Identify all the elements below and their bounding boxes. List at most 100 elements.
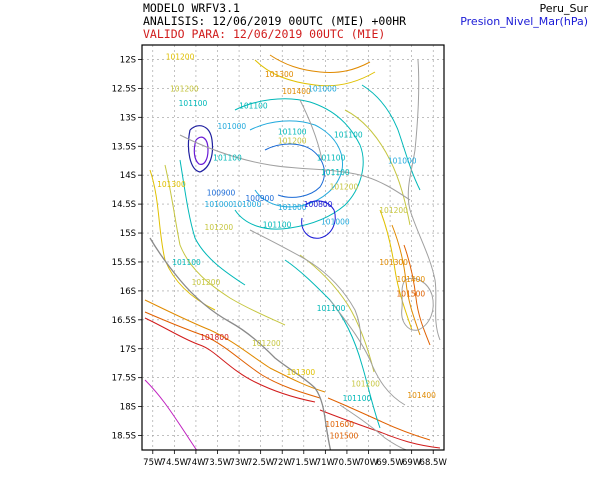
border-peru-bolivia: [407, 59, 441, 341]
department-border-3: [299, 99, 323, 161]
isobar-south-1011: [284, 259, 381, 429]
contour-label: 101100: [343, 394, 372, 403]
contour-label: 101200: [330, 183, 359, 192]
coastline: [149, 237, 332, 450]
isobar-1009-central: [264, 143, 325, 198]
contour-label: 101200: [278, 136, 307, 145]
contour-label: 100900: [246, 194, 275, 203]
contour-label: 101100: [179, 99, 208, 108]
isobar-coast-1015: [327, 397, 431, 441]
department-border-2: [249, 229, 362, 351]
contour-label: 101200: [170, 84, 199, 93]
lat-tick-label: 18S: [120, 403, 136, 413]
isobar-1013-west: [149, 169, 216, 311]
isobar-north-1013: [269, 54, 371, 73]
contour-label: 101200: [379, 206, 408, 215]
lat-tick-label: 18.5S: [112, 432, 136, 442]
lon-tick-label: 73W: [229, 458, 249, 468]
contour-label: 101000: [278, 203, 307, 212]
isobar-coast-1016: [319, 409, 441, 449]
contour-label: 101300: [379, 258, 408, 267]
contour-label: 101600: [325, 420, 354, 429]
lat-tick-label: 16.5S: [112, 316, 136, 326]
contour-label: 100900: [207, 188, 236, 197]
lat-tick-label: 14S: [120, 171, 136, 181]
lat-tick-label: 13S: [120, 113, 136, 123]
lat-tick-label: 12S: [120, 55, 136, 65]
isobar-1018: [144, 317, 316, 403]
contour-label: 101100: [239, 102, 268, 111]
contour-label: 101300: [287, 368, 316, 377]
department-border-4: [329, 299, 406, 406]
model-title: MODELO WRFV3.1: [143, 1, 240, 15]
lon-tick-label: 68.5W: [420, 458, 448, 468]
isobar-low-nw: [187, 125, 214, 173]
contour-label: 101100: [317, 304, 346, 313]
lon-tick-label: 72.5W: [247, 458, 275, 468]
lat-tick-label: 15.5S: [112, 258, 136, 268]
contour-label: 101100: [278, 128, 307, 137]
contour-label: 101400: [397, 275, 426, 284]
isobar-far-south: [144, 379, 198, 450]
department-border-1: [179, 134, 411, 201]
isobar-1014-east: [391, 224, 421, 336]
lat-tick-label: 12.5S: [112, 84, 136, 94]
contour-label: 101100: [263, 220, 292, 229]
variable-name: Presion_Nivel_Mar(hPa): [460, 15, 588, 28]
isobar-north-1012: [254, 59, 376, 87]
lon-tick-label: 69W: [402, 458, 422, 468]
contour-label: 101800: [200, 333, 229, 342]
isobar-south-1012: [299, 254, 375, 373]
isobar-1011-central: [234, 98, 364, 230]
isobar-1012-west: [164, 164, 286, 326]
lon-tick-label: 69.5W: [376, 458, 404, 468]
lon-tick-label: 70.5W: [333, 458, 361, 468]
contour-label: 101400: [282, 87, 311, 96]
contour-label: 101100: [334, 131, 363, 140]
contour-label: 101500: [397, 290, 426, 299]
pressure-contours: [144, 54, 441, 450]
lon-tick-label: 71.5W: [290, 458, 318, 468]
isobar-low-nw-2: [193, 136, 209, 165]
lon-tick-label: 72W: [273, 458, 293, 468]
contour-label: 101300: [157, 180, 186, 189]
longitude-labels: 75W74.5W74W73.5W73W72.5W72W71.5W71W70.5W…: [143, 450, 447, 468]
contour-label: 101000: [218, 122, 247, 131]
lon-tick-label: 71W: [316, 458, 336, 468]
contour-label: 101200: [252, 339, 281, 348]
contour-label: 101000: [321, 217, 350, 226]
contour-label: 101200: [192, 278, 221, 287]
lat-tick-label: 16S: [120, 287, 136, 297]
lon-tick-label: 74W: [186, 458, 206, 468]
lat-tick-label: 14.5S: [112, 200, 136, 210]
analysis-time: ANALISIS: 12/06/2019 00UTC (MIE) +00HR: [143, 14, 407, 28]
lat-lon-grid: [142, 45, 444, 450]
isobar-1016: [144, 299, 326, 393]
contour-label: 101200: [351, 379, 380, 388]
isobar-1011-east: [361, 84, 421, 191]
contour-label: 101000: [308, 84, 337, 93]
contour-label: 101100: [172, 258, 201, 267]
isobar-1017: [144, 311, 321, 399]
coastline-and-borders: [149, 59, 441, 450]
latitude-labels: 12S 12.5S 13S 13.5S 14S 14.5S 15S 15.5S 16S 16.5S…: [112, 55, 142, 442]
lon-tick-label: 74.5W: [161, 458, 189, 468]
contour-label: 100800: [304, 200, 333, 209]
contour-label: 101000: [388, 157, 417, 166]
lat-tick-label: 15S: [120, 229, 136, 239]
lake-titicaca: [401, 277, 434, 331]
lon-tick-label: 70W: [359, 458, 379, 468]
lat-tick-label: 13.5S: [112, 142, 136, 152]
isobar-1008-east: [301, 200, 336, 239]
contour-label: 101100: [213, 154, 242, 163]
contour-label: 101000: [205, 200, 234, 209]
contour-label: 101100: [321, 168, 350, 177]
map-frame: [141, 44, 445, 451]
contour-label: 101200: [205, 223, 234, 232]
region-name: Peru_Sur: [539, 2, 588, 15]
isobar-1012-east: [344, 109, 411, 226]
isobar-1010-central: [249, 120, 344, 208]
contour-label: 101100: [317, 154, 346, 163]
